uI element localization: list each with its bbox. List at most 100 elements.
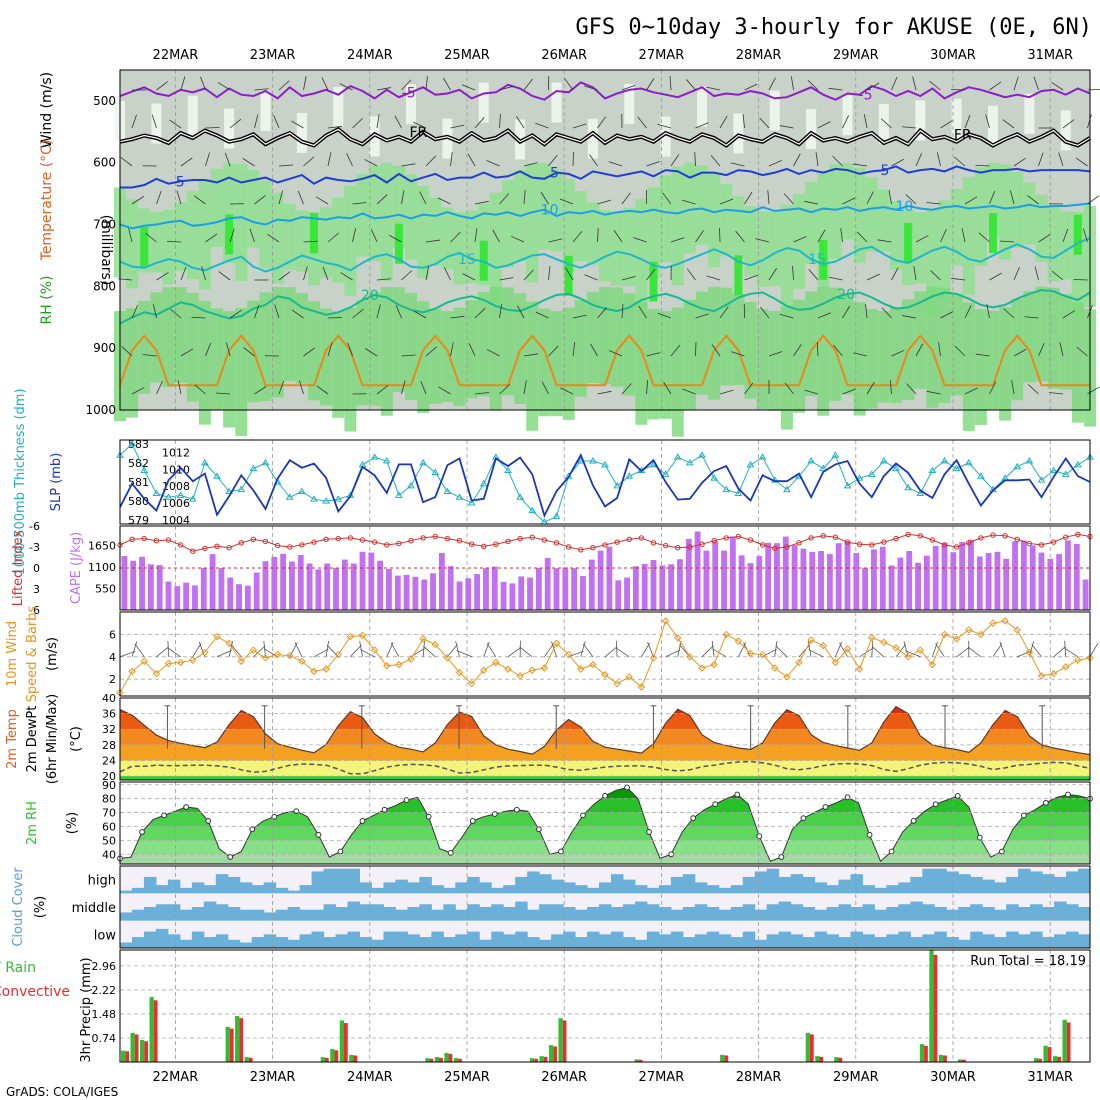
lifted-index-point [590, 545, 596, 551]
lifted-index-point [699, 541, 705, 547]
wind-barb [455, 641, 460, 657]
precip-total-bar [320, 1057, 325, 1062]
thickness-point [916, 489, 925, 496]
wind-barb [425, 346, 437, 357]
wind-barb [866, 191, 874, 205]
wind-barb [278, 271, 291, 281]
cloud-cover-bar [287, 890, 301, 894]
lifted-index-point [747, 537, 754, 543]
wind-barb [839, 642, 848, 657]
lifted-index-point [493, 541, 499, 547]
rh-point [381, 806, 388, 813]
cloud-cover-bar [910, 937, 923, 948]
precip-total-bar [815, 1056, 820, 1062]
cloud-cover-bar [407, 907, 420, 921]
rh-band [562, 178, 575, 273]
thickness-point [964, 458, 973, 466]
wind-barb [853, 352, 868, 357]
cloud-cover-bar [563, 907, 576, 921]
wind-barb [180, 157, 193, 167]
cloud-cover-bar [1066, 904, 1079, 921]
wind-barb [346, 153, 353, 167]
wind-barb [568, 650, 584, 658]
rh-band [671, 307, 684, 437]
cloud-cover-bar [575, 885, 588, 894]
cloud-cover-bar [515, 931, 528, 948]
cape-bar [456, 581, 463, 610]
thickness-frame [119, 439, 1091, 525]
cape-bar [518, 576, 525, 610]
cloud-cover-bar [227, 939, 241, 948]
cloud-cover-bar [814, 909, 828, 921]
precip-convective-bar [458, 1058, 462, 1062]
wind-barb [647, 641, 654, 657]
precip-convective-bar [134, 1034, 139, 1062]
rh-band [659, 311, 672, 419]
cape-bar [447, 566, 454, 610]
wind-barb [486, 160, 500, 167]
rh-band [562, 307, 575, 420]
y-tick-label: 50 [102, 834, 116, 847]
rh-band [247, 170, 260, 248]
wind-barb [121, 346, 133, 357]
wind-barb [871, 646, 885, 658]
lifted-index-point [529, 534, 535, 540]
rh-point [1020, 812, 1027, 819]
cloud-cover-bar [898, 904, 911, 921]
cape-bar [800, 548, 807, 610]
wind-barb [880, 118, 892, 129]
cape-bar [315, 569, 322, 610]
wind-barb [999, 641, 1006, 657]
wind-barb [352, 202, 367, 205]
wind-barb [254, 114, 259, 129]
contour-label: 10 [895, 199, 913, 215]
cloud-frame [119, 865, 1091, 949]
cloud-cover-bar [587, 907, 600, 921]
cape-bar [932, 545, 939, 610]
cape-bar [791, 545, 798, 610]
precip-total-bar [1062, 1019, 1067, 1062]
precip-total-bar [235, 1015, 240, 1062]
wind-barb [641, 642, 650, 658]
cloud-cover-bar [251, 909, 265, 921]
rh-band [392, 287, 405, 392]
wind-speed-point [407, 655, 415, 663]
cloud-cover-bar [131, 909, 145, 921]
wind-barb [866, 273, 880, 281]
wind-barb [145, 232, 157, 243]
cloud-cover-bar [587, 931, 600, 948]
rh-band [332, 197, 345, 283]
cape-bar [562, 567, 569, 610]
cloud-cover-bar [143, 907, 157, 921]
lifted-index-point [796, 540, 802, 546]
temperature-axis-label: 2m Temp [5, 709, 20, 769]
wind-barb [180, 76, 186, 91]
precip-axis-label: 3hr Precip (mm) [79, 957, 94, 1062]
wind-barb [376, 194, 388, 205]
cloud-cover-bar [431, 931, 444, 948]
rh-band [915, 100, 926, 141]
wind-barb [572, 342, 576, 357]
cloud-cover-bar [527, 871, 540, 894]
cloud-cover-bar [1078, 907, 1091, 921]
rh-band [526, 301, 539, 431]
cloud-cover-bar [802, 907, 816, 921]
cloud-cover-bar [455, 882, 468, 894]
rh-point [998, 848, 1005, 855]
wind-speed-point [589, 660, 597, 669]
cloud-cover-bar [922, 868, 935, 894]
lifted-index-point [323, 536, 329, 542]
wind-barb [775, 645, 788, 658]
wind-barb [401, 190, 405, 205]
y-tick-label: 582 [128, 457, 149, 470]
cloud-cover-bar [371, 939, 384, 948]
thickness-point [928, 466, 937, 474]
wind-barb [1059, 342, 1064, 357]
wind-barb [291, 309, 304, 319]
rh-point [161, 812, 167, 819]
cloud-cover-bar [826, 885, 840, 894]
wind-barb [340, 272, 353, 281]
y-tick-label: 28 [102, 739, 116, 752]
wind-barb [1013, 266, 1020, 281]
wind-barb [589, 154, 598, 167]
